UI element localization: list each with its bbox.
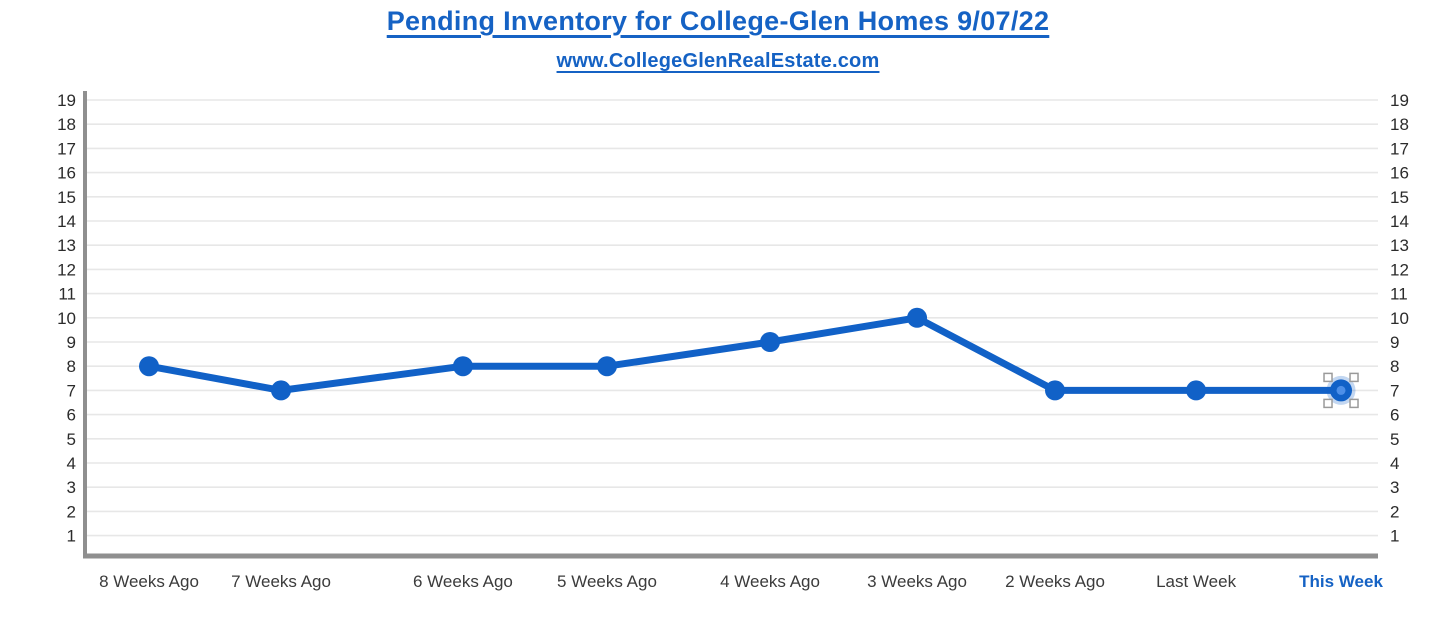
y-tick-label-right: 15 (1390, 188, 1409, 207)
y-tick-label-left: 15 (57, 188, 76, 207)
x-tick-label: 4 Weeks Ago (720, 572, 820, 591)
y-tick-label-left: 3 (67, 478, 76, 497)
y-tick-label-right: 14 (1390, 212, 1409, 231)
y-tick-label-right: 10 (1390, 309, 1409, 328)
x-tick-label-this-week: This Week (1299, 572, 1383, 591)
y-tick-label-right: 1 (1390, 527, 1399, 546)
website-link[interactable]: www.CollegeGlenRealEstate.com (556, 50, 880, 72)
y-tick-label-left: 5 (67, 430, 76, 449)
y-tick-label-right: 11 (1390, 285, 1408, 304)
y-tick-label-left: 17 (57, 139, 76, 158)
selection-handle[interactable] (1323, 398, 1333, 409)
y-tick-label-left: 1 (67, 527, 76, 546)
y-tick-label-left: 2 (67, 502, 76, 521)
y-tick-label-left: 9 (67, 333, 76, 352)
y-tick-label-left: 11 (58, 285, 76, 304)
x-tick-label: 5 Weeks Ago (557, 572, 657, 591)
y-tick-label-left: 12 (57, 260, 76, 279)
data-point[interactable] (760, 332, 781, 352)
x-tick-label: Last Week (1156, 572, 1237, 591)
y-tick-label-right: 19 (1390, 91, 1409, 110)
y-tick-label-left: 4 (67, 454, 76, 473)
y-tick-label-right: 9 (1390, 333, 1399, 352)
data-point[interactable] (1186, 380, 1207, 401)
y-tick-label-left: 14 (57, 212, 76, 231)
selected-point-inner-dot (1336, 385, 1346, 395)
y-tick-label-left: 10 (57, 309, 76, 328)
chart-title: Pending Inventory for College-Glen Homes… (386, 6, 1050, 36)
y-tick-label-left: 7 (67, 381, 76, 400)
x-tick-label: 2 Weeks Ago (1005, 572, 1105, 591)
y-tick-label-left: 19 (57, 91, 76, 110)
y-tick-label-left: 8 (67, 357, 76, 376)
y-tick-label-left: 18 (57, 115, 76, 134)
x-tick-label: 3 Weeks Ago (867, 572, 967, 591)
y-tick-label-right: 7 (1390, 381, 1399, 400)
selection-handle[interactable] (1349, 398, 1359, 409)
selection-handle[interactable] (1323, 372, 1333, 383)
y-tick-label-right: 16 (1390, 164, 1409, 183)
y-tick-label-left: 16 (57, 164, 76, 183)
y-tick-label-right: 5 (1390, 430, 1399, 449)
x-tick-label: 6 Weeks Ago (413, 572, 513, 591)
y-tick-label-right: 3 (1390, 478, 1399, 497)
y-tick-label-right: 2 (1390, 502, 1399, 521)
y-tick-label-left: 6 (67, 406, 76, 425)
x-tick-label: 8 Weeks Ago (99, 572, 199, 591)
y-tick-label-right: 18 (1390, 115, 1409, 134)
data-point[interactable] (596, 356, 617, 377)
y-tick-label-right: 12 (1390, 260, 1409, 279)
data-point[interactable] (271, 380, 292, 401)
y-tick-label-left: 13 (57, 236, 76, 255)
y-tick-label-right: 13 (1390, 236, 1409, 255)
data-point[interactable] (1045, 380, 1066, 401)
y-tick-label-right: 4 (1390, 454, 1399, 473)
y-tick-label-right: 8 (1390, 357, 1399, 376)
x-tick-label: 7 Weeks Ago (231, 572, 331, 591)
y-tick-label-right: 6 (1390, 406, 1399, 425)
series-line (145, 314, 1345, 394)
data-point[interactable] (139, 356, 160, 377)
data-point[interactable] (907, 307, 928, 328)
y-tick-label-right: 17 (1390, 139, 1409, 158)
data-point[interactable] (452, 356, 473, 377)
selection-handle[interactable] (1349, 372, 1359, 383)
